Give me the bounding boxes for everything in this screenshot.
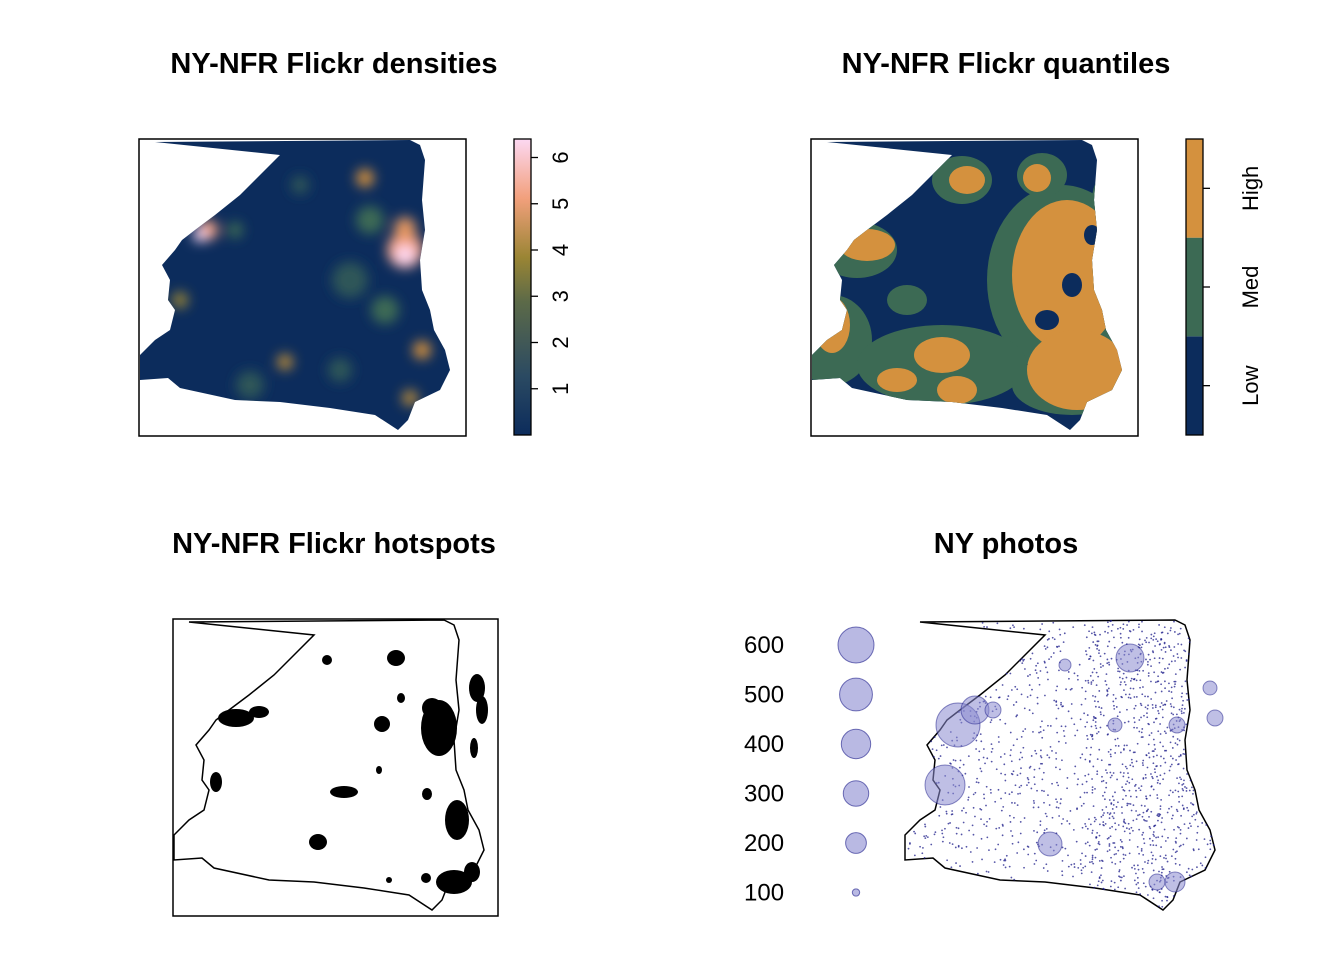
densities-legend-label: 1 — [548, 383, 573, 395]
quantiles-legend-label: High — [1238, 166, 1263, 211]
quantiles-legend-swatch — [1186, 237, 1203, 337]
photos-bubble — [1107, 717, 1123, 733]
hotspots-map — [172, 618, 499, 917]
densities-legend-label: 4 — [548, 244, 573, 256]
photos-bubble — [1206, 709, 1224, 727]
quantiles-legend-swatch — [1186, 336, 1203, 435]
photos-bubble — [1115, 643, 1145, 673]
photos-title: NY photos — [933, 528, 1079, 560]
densities-legend-label: 2 — [548, 336, 573, 348]
photos-legend-bubble — [840, 728, 872, 760]
quantiles-legend-label: Low — [1238, 365, 1263, 405]
quantiles-title: NY-NFR Flickr quantiles — [841, 48, 1171, 80]
photos-bubble — [1168, 716, 1186, 734]
photos-legend-label: 500 — [744, 682, 784, 709]
photos-bubble — [1058, 658, 1072, 672]
densities-legend: 1 2 3 4 5 6 — [513, 138, 573, 436]
quantiles-legend-swatch — [1186, 139, 1203, 238]
photos-bubble — [1148, 873, 1166, 891]
photos-legend-bubble — [842, 780, 870, 807]
quantiles-map — [810, 138, 1139, 437]
photos-size-legend: 600 500 400 300 200 100 — [744, 626, 875, 907]
photos-legend-label: 100 — [744, 880, 784, 907]
quantiles-frame — [810, 138, 1139, 437]
photos-legend-bubble — [837, 626, 875, 664]
photos-legend-label: 300 — [744, 781, 784, 808]
quantiles-legend-label: Med — [1238, 266, 1263, 309]
densities-title: NY-NFR Flickr densities — [170, 48, 498, 80]
densities-map — [138, 138, 467, 437]
densities-legend-label: 5 — [548, 198, 573, 210]
photos-legend-label: 400 — [744, 731, 784, 758]
photos-bubble — [1202, 680, 1218, 696]
quantiles-legend: Low Med High — [1185, 138, 1263, 436]
photos-legend-label: 600 — [744, 632, 784, 659]
photos-bubble — [1037, 831, 1063, 857]
photos-legend-bubble — [851, 888, 861, 897]
densities-frame — [138, 138, 467, 437]
densities-legend-label: 3 — [548, 290, 573, 302]
densities-legend-label: 6 — [548, 151, 573, 163]
hotspots-title: NY-NFR Flickr hotspots — [172, 528, 496, 560]
hotspots-frame — [172, 618, 499, 917]
photos-map — [904, 619, 1224, 911]
photos-legend-bubble — [845, 832, 867, 854]
photos-legend-bubble — [839, 677, 873, 712]
photos-bubble — [924, 764, 966, 806]
photos-legend-label: 200 — [744, 830, 784, 857]
photos-bubble — [1164, 871, 1186, 893]
photos-bubble — [984, 701, 1002, 719]
